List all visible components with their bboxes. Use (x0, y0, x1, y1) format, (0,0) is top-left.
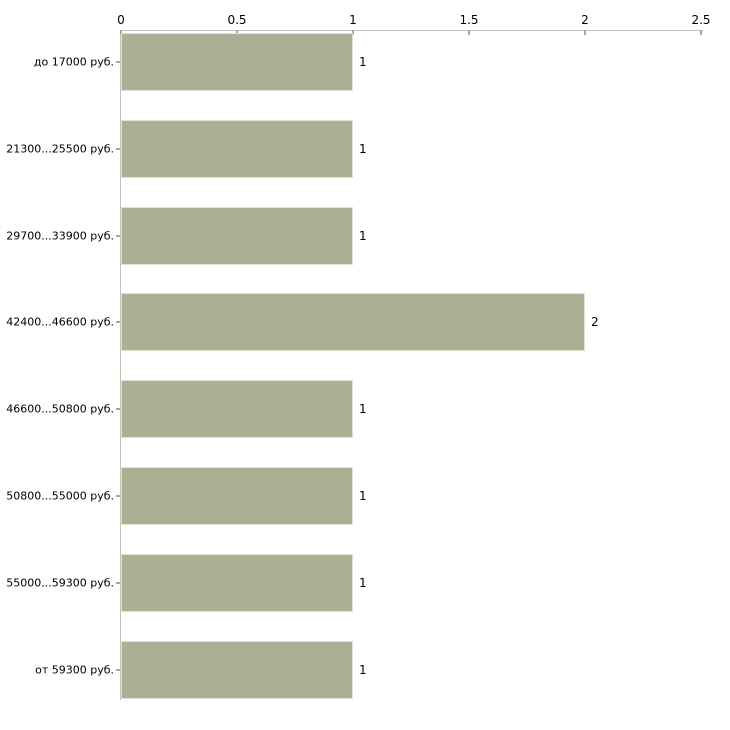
y-axis-tick-mark (116, 147, 120, 150)
bar (121, 206, 353, 265)
x-axis-tick-mark (352, 30, 354, 35)
category-label: 42400...46600 руб. (6, 315, 114, 329)
bar (121, 380, 353, 439)
x-axis-tick-label: 1.5 (459, 13, 479, 27)
y-axis-tick-mark (116, 408, 120, 411)
value-label: 1 (359, 228, 367, 243)
bar (121, 293, 585, 352)
x-axis-line (120, 30, 703, 31)
y-axis-line (120, 30, 121, 700)
y-axis-tick-mark (116, 234, 120, 237)
value-label: 1 (359, 55, 367, 69)
y-axis-tick-mark (116, 321, 120, 324)
value-label: 2 (591, 315, 599, 330)
x-axis-tick-mark (700, 30, 702, 35)
value-label: 1 (359, 662, 367, 677)
y-axis-tick-mark (116, 668, 120, 671)
category-label: 46600...50800 руб. (6, 402, 114, 416)
bar (121, 640, 353, 699)
value-label: 1 (359, 489, 367, 503)
x-axis-tick-mark (236, 30, 238, 35)
value-label: 1 (359, 575, 367, 590)
y-axis-tick-mark (116, 495, 120, 497)
x-axis-tick-mark (584, 30, 586, 35)
x-axis-tick-label: 0.5 (227, 13, 247, 27)
bar (121, 553, 353, 612)
x-axis-tick-label: 1 (349, 13, 357, 27)
category-label: 29700...33900 руб. (6, 229, 114, 243)
category-label: 55000...59300 руб. (6, 576, 114, 590)
x-axis-tick-label: 0 (117, 13, 125, 27)
x-axis-tick-label: 2 (581, 13, 589, 27)
y-axis-tick-mark (116, 61, 120, 63)
bar (121, 119, 353, 178)
x-axis-tick-label: 2.5 (691, 13, 711, 27)
x-axis-tick-mark (120, 30, 122, 35)
category-label: до 17000 руб. (33, 55, 114, 69)
x-axis-tick-mark (468, 30, 470, 35)
bar (121, 467, 353, 525)
category-label: от 59300 руб. (35, 663, 114, 677)
value-label: 1 (359, 402, 367, 417)
category-label: 21300...25500 руб. (6, 142, 114, 156)
value-label: 1 (359, 141, 367, 156)
bar (121, 33, 353, 91)
y-axis-tick-mark (116, 581, 120, 584)
category-label: 50800...55000 руб. (6, 489, 114, 503)
